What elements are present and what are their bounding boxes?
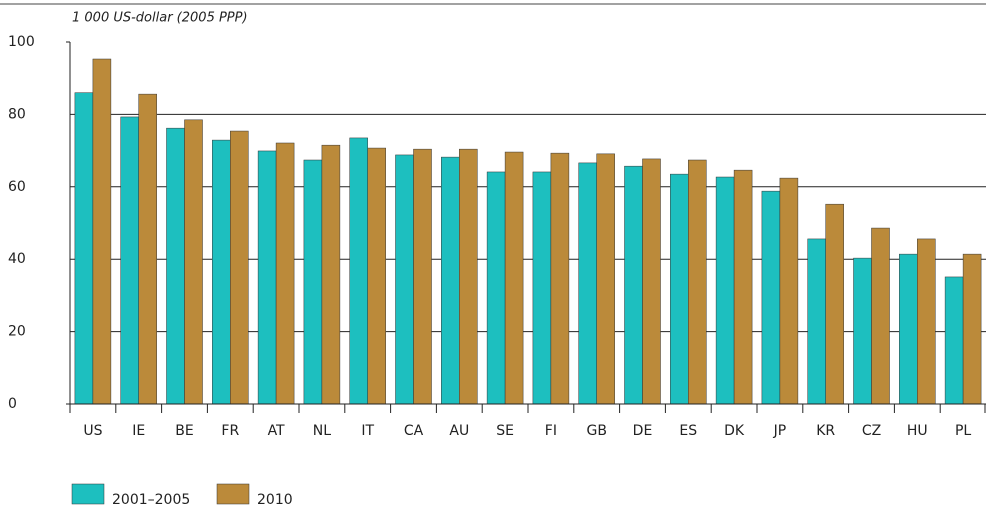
y-tick-label: 100 xyxy=(8,34,35,50)
y-tick-label: 80 xyxy=(8,106,26,122)
bar xyxy=(367,147,386,405)
bar xyxy=(441,156,460,405)
y-tick-label: 0 xyxy=(8,396,17,412)
x-tick-label: PL xyxy=(955,423,971,439)
bar xyxy=(413,148,432,405)
bar xyxy=(184,119,203,405)
bar xyxy=(92,58,112,405)
legend-label: 2001–2005 xyxy=(112,492,190,508)
x-tick-label: BE xyxy=(175,423,193,439)
bar xyxy=(944,276,964,405)
x-tick-label: DK xyxy=(724,423,745,439)
bar xyxy=(504,151,524,405)
bar xyxy=(917,238,936,405)
bar xyxy=(166,127,185,405)
bar xyxy=(642,158,661,405)
bar xyxy=(578,162,597,405)
x-tick-label: IE xyxy=(132,423,145,439)
bar xyxy=(459,148,478,405)
x-tick-label: CA xyxy=(404,423,424,439)
x-tick-label: FR xyxy=(221,423,239,439)
x-tick-label: JP xyxy=(773,423,787,439)
bar xyxy=(733,169,753,405)
x-tick-label: AT xyxy=(268,423,285,439)
x-tick-label: ES xyxy=(679,423,697,439)
x-tick-label: SE xyxy=(496,423,514,439)
y-tick-label: 60 xyxy=(8,179,26,195)
bar xyxy=(899,253,918,405)
bar xyxy=(486,171,506,405)
chart-subtitle: 1 000 US-dollar (2005 PPP) xyxy=(72,11,248,26)
x-tick-label: CZ xyxy=(862,423,881,439)
legend-swatch xyxy=(216,483,250,505)
x-tick-label: US xyxy=(83,423,102,439)
bar xyxy=(807,238,826,405)
bar xyxy=(550,152,570,405)
bar xyxy=(257,150,277,405)
bar xyxy=(825,203,844,405)
y-tick-label: 20 xyxy=(8,324,26,340)
bar xyxy=(321,144,341,405)
bar xyxy=(120,116,139,405)
bar xyxy=(275,142,295,405)
bar xyxy=(779,177,799,405)
x-tick-label: DE xyxy=(633,423,653,439)
bar xyxy=(395,154,414,405)
bar xyxy=(624,165,643,405)
bar xyxy=(853,257,872,405)
x-tick-label: IT xyxy=(361,423,374,439)
bar xyxy=(74,92,94,405)
bar xyxy=(532,171,552,405)
bar xyxy=(715,176,735,405)
x-tick-label: GB xyxy=(586,423,606,439)
x-tick-label: HU xyxy=(907,423,928,439)
bar xyxy=(962,253,982,405)
bar xyxy=(212,139,231,405)
x-tick-label: FI xyxy=(545,423,557,439)
x-tick-label: AU xyxy=(449,423,469,439)
bar xyxy=(230,130,249,405)
bar xyxy=(596,153,615,405)
bar xyxy=(670,173,689,405)
legend-label: 2010 xyxy=(257,492,293,508)
x-tick-label: NL xyxy=(313,423,331,439)
x-tick-label: KR xyxy=(816,423,835,439)
bar xyxy=(349,137,368,405)
bar xyxy=(138,93,157,405)
legend-swatch xyxy=(71,483,105,505)
bar xyxy=(871,227,890,405)
y-tick-label: 40 xyxy=(8,251,26,267)
bar xyxy=(688,159,707,405)
bar xyxy=(303,159,323,405)
bar xyxy=(761,190,781,405)
